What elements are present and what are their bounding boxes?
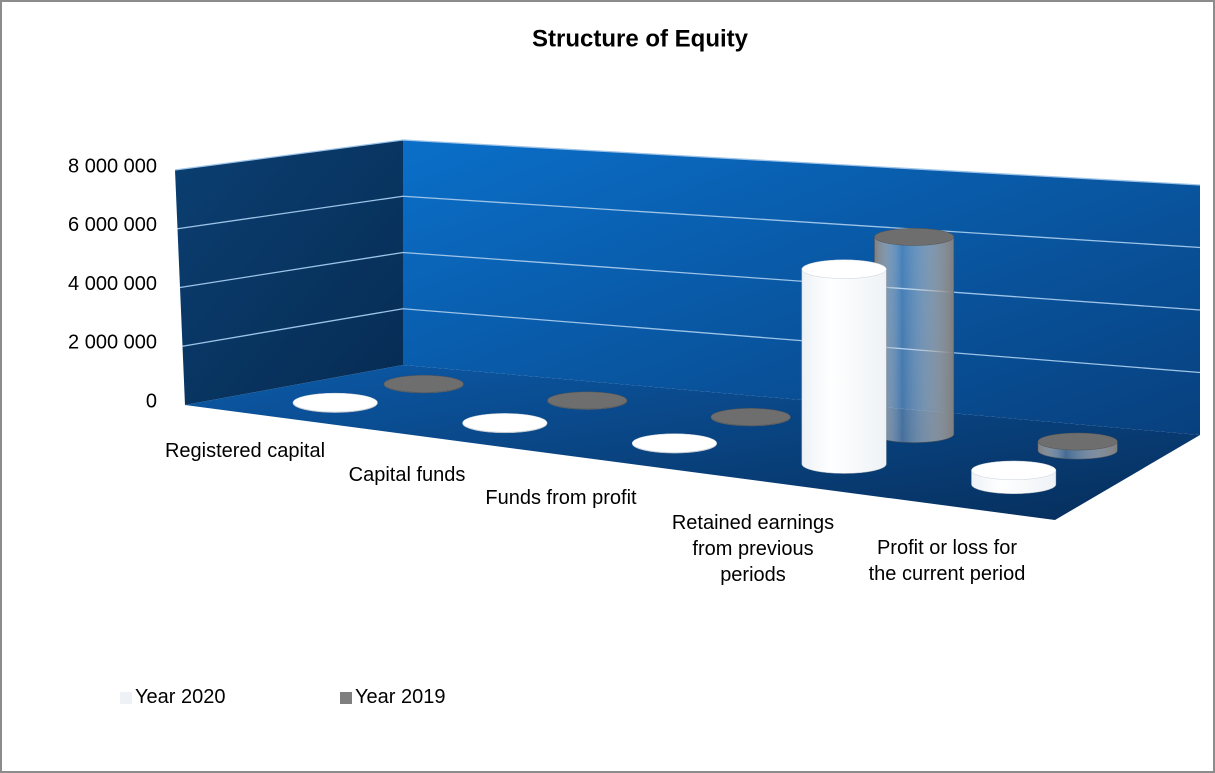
x-tick-label: Registered capital [164, 440, 326, 462]
y-tick-label: 0 [146, 390, 157, 412]
cylinder-top [710, 408, 791, 426]
legend-swatch [340, 691, 352, 704]
cylinder-top [971, 460, 1057, 481]
chart-title: Structure of Equity [532, 25, 749, 52]
y-tick-label: 6 000 000 [68, 214, 157, 236]
legend-label: Year 2019 [355, 686, 446, 708]
cylinder-top [383, 375, 464, 393]
y-tick-label: 8 000 000 [68, 155, 157, 177]
legend-label: Year 2020 [135, 686, 226, 708]
cylinder-top [632, 433, 717, 453]
x-tick-label: Profit or loss for the current period [868, 537, 1026, 585]
x-tick-label: Retained earnings from previous periods [671, 512, 835, 586]
side-wall [175, 140, 403, 405]
cylinder-top [547, 391, 628, 410]
y-tick-label: 2 000 000 [68, 332, 157, 354]
legend-swatch [120, 691, 132, 704]
y-tick-label: 4 000 000 [68, 273, 157, 295]
cylinder-top [292, 392, 378, 413]
legend-item: Year 2020 [120, 686, 225, 709]
x-tick-label: Funds from profit [485, 487, 637, 509]
cylinder-top [462, 413, 548, 433]
grid-line [174, 139, 1201, 186]
back-wall [403, 140, 1200, 435]
x-tick-label: Capital funds [348, 464, 466, 486]
cylinder-top [801, 259, 887, 279]
cylinder-top [874, 228, 955, 246]
cylinder-body [801, 268, 887, 474]
legend-item: Year 2019 [340, 686, 445, 709]
cylinder-top [1037, 432, 1118, 451]
